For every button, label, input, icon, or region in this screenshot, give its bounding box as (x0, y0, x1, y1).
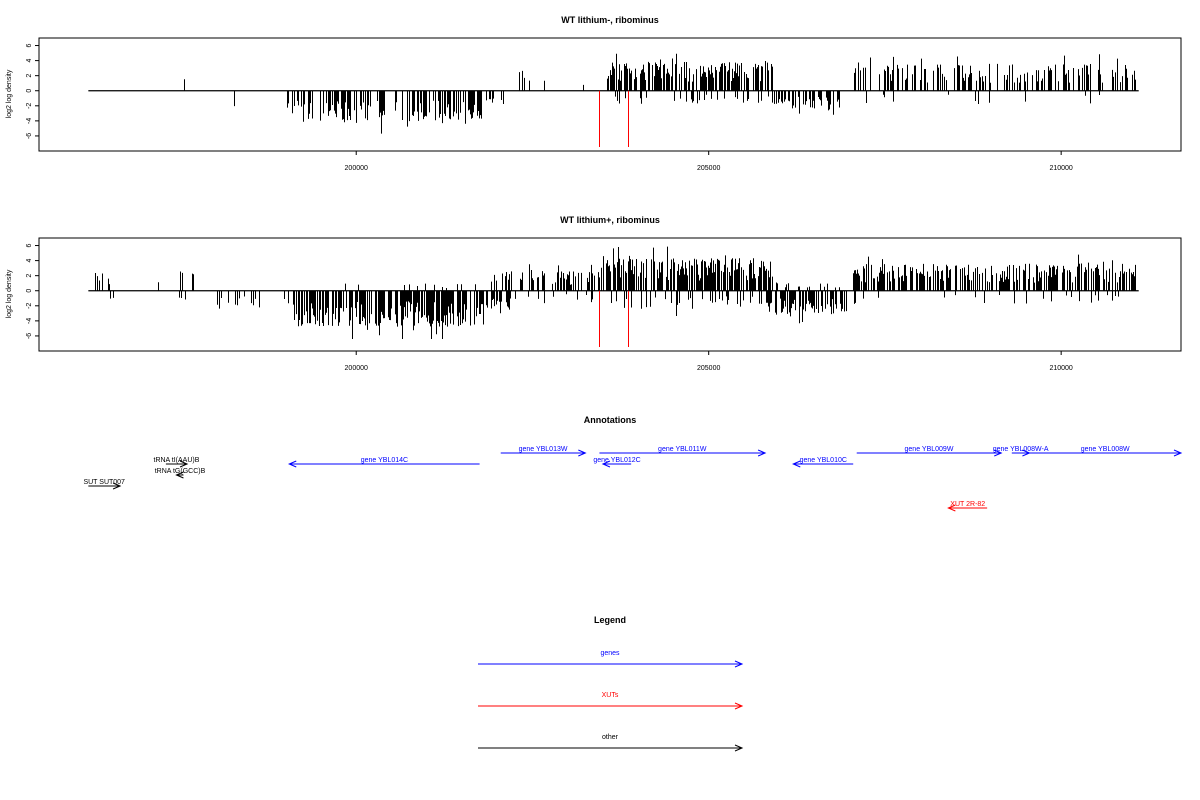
legend: Legend genes XUTs other (478, 615, 744, 752)
feature-label: gene YBL010C (800, 457, 847, 464)
feature-label: tRNA tI(AAU)B (154, 457, 200, 464)
y-tick-label: -4 (26, 118, 33, 124)
y-tick-label: -2 (26, 103, 33, 109)
plot-frame (38, 237, 1182, 352)
feature: gene YBL013W (500, 446, 587, 457)
legend-arrowhead (734, 744, 744, 752)
legend-item: genes (478, 650, 744, 668)
red-marks (599, 90, 629, 147)
feature-label: gene YBL008W (1081, 446, 1130, 453)
feature-list: SUT SUT007 tRNA tI(AAU)B tRNA tG(GCC)B gene… (83, 446, 1183, 512)
y-tick-label: 4 (26, 59, 33, 63)
density-bars (88, 53, 1139, 134)
y-tick-label: 4 (26, 259, 33, 263)
legend-title: Legend (594, 615, 626, 625)
panel-lithium-minus: WT lithium-, ribominus log2 log density … (6, 15, 1182, 172)
x-tick-label: 210000 (1049, 365, 1072, 372)
feature-label: gene YBL014C (361, 457, 408, 464)
legend-label: XUTs (602, 692, 619, 699)
legend-label: other (602, 734, 619, 741)
feature-label: gene YBL011W (658, 446, 707, 453)
feature-label: SUT SUT007 (83, 479, 125, 486)
feature: gene YBL008W (1029, 446, 1183, 457)
feature: gene YBL014C (287, 457, 480, 468)
y-tick-label: 2 (26, 74, 33, 78)
feature: gene YBL011W (599, 446, 767, 457)
feature: XUT 2R-82 (947, 501, 988, 512)
panel-lithium-plus: WT lithium+, ribominus log2 log density … (6, 215, 1182, 372)
feature-label: gene YBL008W-A (993, 446, 1049, 453)
feature-arrowhead (601, 460, 611, 468)
feature-arrowhead (578, 449, 587, 457)
y-tick-label: -6 (26, 133, 33, 139)
feature-arrowhead (947, 504, 956, 512)
x-tick-label: 205000 (697, 165, 720, 172)
red-marks (599, 290, 629, 347)
x-tick-label: 200000 (345, 365, 368, 372)
y-tick-label: -2 (26, 303, 33, 309)
feature-label: tRNA tG(GCC)B (155, 468, 206, 475)
y-tick-label: -4 (26, 318, 33, 324)
x-axis: 200000 205000 210000 (345, 151, 1073, 172)
y-tick-label: 6 (26, 43, 33, 47)
legend-arrowhead (734, 660, 744, 668)
y-tick-label: 0 (26, 289, 33, 293)
legend-items: genes XUTs other (478, 650, 744, 752)
panel-title: WT lithium+, ribominus (560, 215, 660, 225)
y-tick-label: 6 (26, 243, 33, 247)
feature-label: gene YBL012C (593, 457, 640, 464)
feature-arrowhead (112, 482, 122, 490)
x-tick-label: 200000 (345, 165, 368, 172)
feature: gene YBL012C (593, 457, 641, 468)
feature-label: XUT 2R-82 (950, 501, 985, 508)
y-tick-label: 2 (26, 274, 33, 278)
y-tick-label: -6 (26, 333, 33, 339)
feature-arrowhead (175, 471, 184, 479)
feature-arrowhead (994, 449, 1003, 457)
annotations-title: Annotations (584, 415, 637, 425)
feature-arrowhead (179, 460, 189, 468)
feature: tRNA tG(GCC)B (155, 468, 206, 479)
panel-title: WT lithium-, ribominus (561, 15, 659, 25)
y-tick-label: 0 (26, 89, 33, 93)
legend-label: genes (600, 650, 620, 657)
x-tick-label: 205000 (697, 365, 720, 372)
feature: tRNA tI(AAU)B (154, 457, 200, 468)
feature-arrowhead (757, 449, 767, 457)
y-axis: -6 -4 -2 0 2 4 6 (26, 243, 39, 339)
y-axis-label: log2 log density (6, 69, 13, 118)
feature-label: gene YBL009W (905, 446, 954, 453)
feature-arrowhead (1173, 449, 1183, 457)
density-bars (88, 246, 1139, 339)
feature-arrowhead (287, 460, 297, 468)
feature: SUT SUT007 (83, 479, 125, 490)
feature-arrowhead (792, 460, 801, 468)
x-tick-label: 210000 (1049, 165, 1072, 172)
y-axis: -6 -4 -2 0 2 4 6 (26, 43, 39, 139)
feature-label: gene YBL013W (519, 446, 568, 453)
x-axis: 200000 205000 210000 (345, 351, 1073, 372)
legend-item: other (478, 734, 744, 752)
legend-arrowhead (734, 702, 744, 710)
legend-item: XUTs (478, 692, 744, 710)
feature: gene YBL010C (792, 457, 854, 468)
feature: gene YBL009W (856, 446, 1003, 457)
y-axis-label: log2 log density (6, 269, 13, 318)
annotations-track: Annotations SUT SUT007 tRNA tI(AAU)B tRNA … (83, 415, 1183, 512)
plot-frame (38, 37, 1182, 152)
